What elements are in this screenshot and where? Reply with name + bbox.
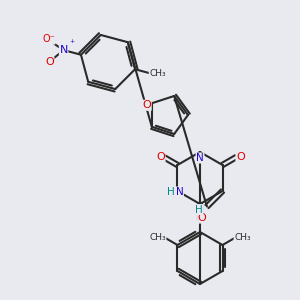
Text: O: O	[45, 57, 54, 67]
Text: N: N	[59, 45, 68, 55]
Text: O⁻: O⁻	[42, 34, 55, 44]
Text: H: H	[167, 187, 174, 197]
Text: O: O	[142, 100, 151, 110]
Text: CH₃: CH₃	[149, 69, 166, 78]
Text: N: N	[196, 153, 204, 163]
Text: H: H	[195, 205, 203, 214]
Text: O: O	[236, 152, 245, 162]
Text: N: N	[176, 187, 183, 197]
Text: ⁺: ⁺	[69, 39, 74, 49]
Text: CH₃: CH₃	[234, 233, 251, 242]
Text: CH₃: CH₃	[149, 233, 166, 242]
Text: O: O	[198, 213, 206, 223]
Text: O: O	[156, 152, 165, 162]
